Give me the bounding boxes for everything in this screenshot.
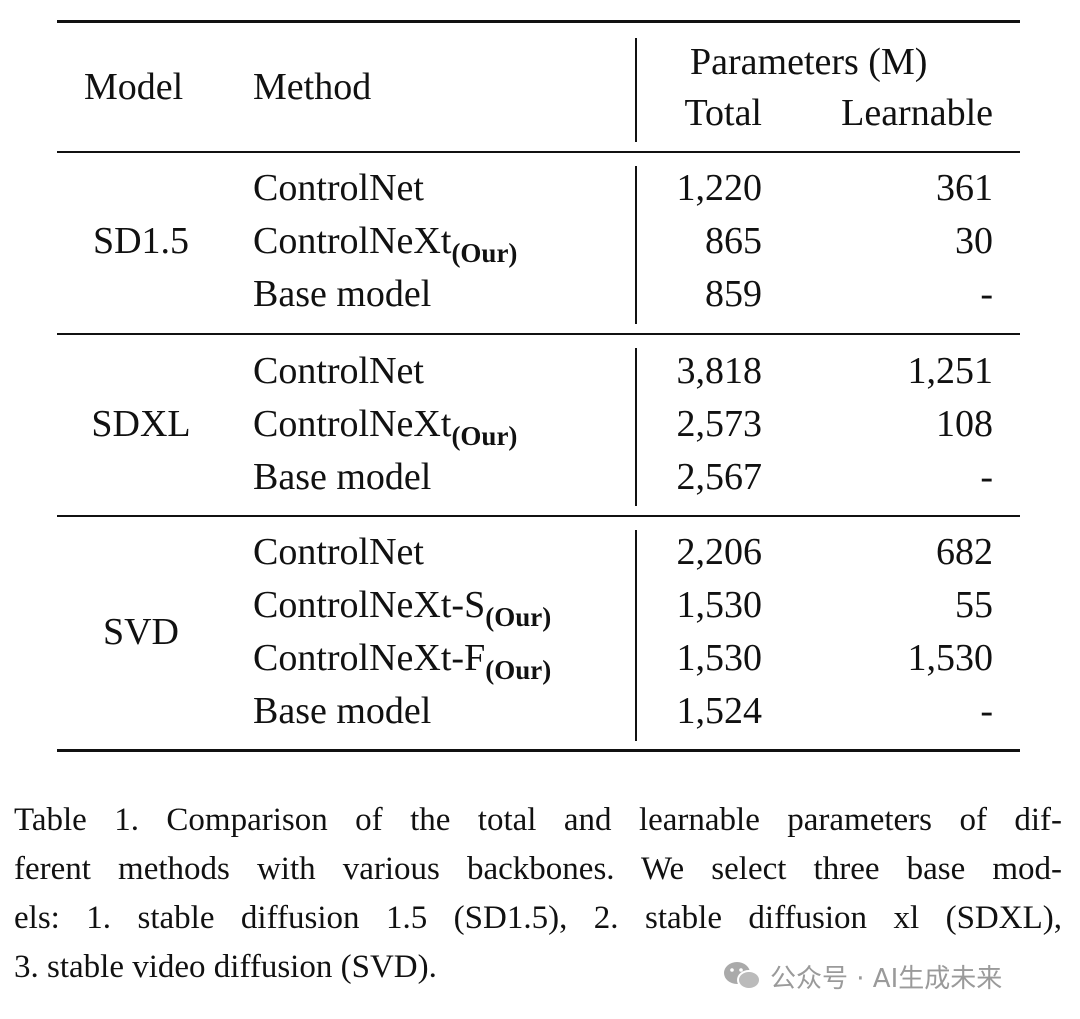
method-name: ControlNeXt-F(Our) (253, 636, 551, 685)
method-name: ControlNet (253, 166, 424, 210)
learnable-params: 55 (955, 584, 993, 626)
method-text: Base model (253, 273, 432, 315)
model-name: SDXL (91, 403, 191, 445)
method-name: Base model (253, 689, 431, 733)
method-subscript: (Our) (451, 238, 518, 268)
group-rule (57, 333, 1020, 335)
learnable-params: 682 (936, 531, 993, 573)
header-total: Total (684, 92, 762, 134)
learnable-params: 361 (936, 167, 993, 209)
bottom-rule (57, 749, 1020, 752)
method-name: Base model (253, 272, 431, 316)
total-params: 1,530 (676, 584, 763, 626)
header-params: Parameters (M) (690, 41, 928, 83)
caption-line: 3. stable video diffusion (SVD). (14, 949, 437, 985)
learnable-params: 1,251 (907, 350, 994, 392)
caption-line: Table 1. Comparison of the total and lea… (14, 802, 1062, 838)
learnable-params: 1,530 (907, 637, 994, 679)
method-text: ControlNeXt (253, 220, 452, 262)
group-rule (57, 515, 1020, 517)
method-text: Base model (253, 690, 432, 732)
method-name: Base model (253, 455, 431, 499)
column-divider (635, 38, 637, 142)
learnable-params: - (980, 456, 993, 498)
header-method: Method (253, 66, 372, 108)
method-subscript: (Our) (451, 421, 518, 451)
wechat-icon (724, 962, 761, 990)
total-params: 1,220 (676, 167, 763, 209)
method-name: ControlNeXt(Our) (253, 402, 517, 451)
method-text: ControlNeXt (253, 403, 452, 445)
learnable-params: 108 (936, 403, 993, 445)
model-name: SVD (102, 610, 180, 653)
total-params: 859 (705, 273, 762, 315)
total-params: 865 (705, 220, 762, 262)
top-rule (57, 20, 1020, 23)
caption-line: ferent methods with various backbones. W… (14, 851, 1062, 887)
total-params: 2,206 (676, 531, 763, 573)
header-model: Model (84, 66, 184, 108)
watermark: 公众号 · AI生成未来 (722, 958, 1002, 994)
method-text: ControlNet (253, 167, 424, 209)
method-name: ControlNeXt(Our) (253, 219, 517, 268)
total-params: 1,530 (676, 637, 763, 679)
caption-line: els: 1. stable diffusion 1.5 (SD1.5), 2.… (14, 900, 1062, 936)
method-text: ControlNet (253, 350, 424, 392)
total-params: 1,524 (676, 690, 763, 732)
column-divider (635, 530, 637, 741)
learnable-params: 30 (955, 220, 993, 262)
method-name: ControlNet (253, 349, 424, 393)
watermark-text: 公众号 · AI生成未来 (770, 963, 1003, 994)
column-divider (635, 348, 637, 506)
method-text: ControlNeXt-F (253, 637, 486, 679)
column-divider (635, 166, 637, 324)
learnable-params: - (980, 690, 993, 732)
method-subscript: (Our) (485, 602, 552, 632)
header-rule (57, 151, 1020, 153)
method-subscript: (Our) (485, 655, 552, 685)
model-name: SD1.5 (92, 220, 190, 262)
method-text: ControlNeXt-S (253, 584, 486, 626)
total-params: 3,818 (676, 350, 763, 392)
total-params: 2,573 (676, 403, 763, 445)
method-name: ControlNeXt-S(Our) (253, 583, 551, 632)
method-name: ControlNet (253, 530, 424, 574)
method-text: Base model (253, 456, 432, 498)
method-text: ControlNet (253, 531, 424, 573)
total-params: 2,567 (676, 456, 763, 498)
header-learnable: Learnable (841, 92, 993, 134)
learnable-params: - (980, 273, 993, 315)
